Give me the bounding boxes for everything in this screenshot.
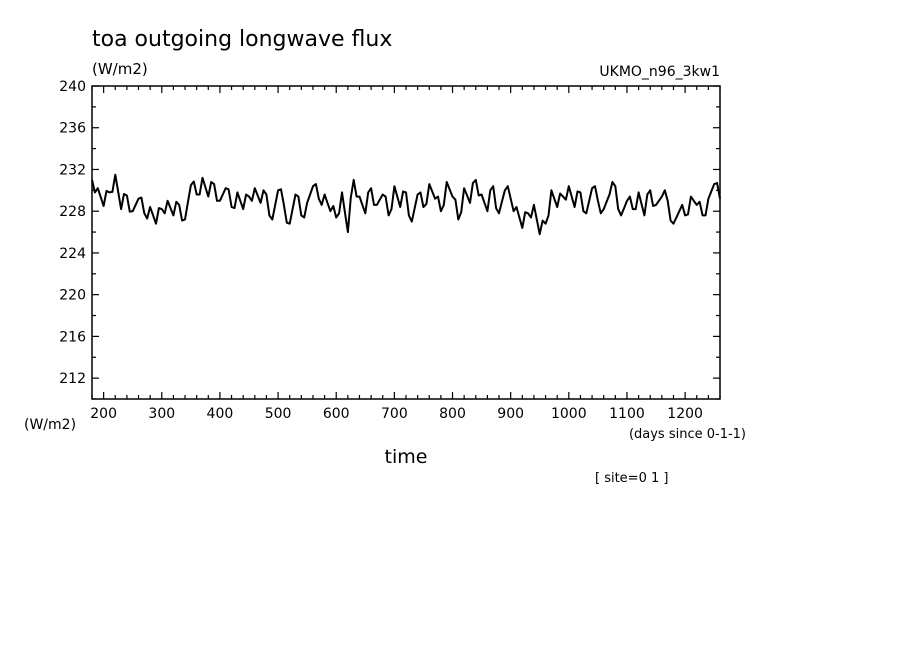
y-axis-unit-label: (W/m2) [24,417,76,433]
x-tick-label: 200 [90,406,117,422]
y-tick-label: 236 [59,121,86,137]
x-tick-labels: 200 300 400 500 600 700 800 900 1000 1100 1200 [90,406,703,422]
chart-title: toa outgoing longwave flux [92,27,392,52]
x-tick-label: 1000 [551,406,587,422]
site-label: [ site=0 1 ] [595,471,668,486]
y-tick-label: 228 [59,204,86,220]
units-label: (W/m2) [92,60,148,78]
y-tick-label: 212 [59,371,86,387]
axis-ticks [91,85,721,400]
x-tick-label: 400 [207,406,234,422]
x-axis-label: time [385,446,428,468]
y-tick-label: 240 [59,79,86,95]
series-line [91,173,721,236]
x-tick-label: 500 [265,406,292,422]
plot-frame [91,85,721,400]
x-axis-units: (days since 0-1-1) [629,427,746,442]
x-tick-label: 1100 [609,406,645,422]
x-tick-label: 700 [381,406,408,422]
x-tick-label: 1200 [667,406,703,422]
x-tick-label: 600 [323,406,350,422]
y-tick-label: 216 [59,329,86,345]
y-tick-label: 224 [59,246,86,262]
x-tick-label: 300 [148,406,175,422]
x-tick-label: 900 [497,406,524,422]
y-tick-label: 232 [59,162,86,178]
model-label: UKMO_n96_3kw1 [599,64,720,80]
x-tick-label: 800 [439,406,466,422]
y-tick-labels: 212 216 220 224 228 232 236 240 [59,79,86,387]
y-tick-label: 220 [59,288,86,304]
